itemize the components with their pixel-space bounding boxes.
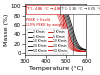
Legend: 2 K/min, 5 K/min, 10 K/min, 20 K/min, 50 K/min, 2 K/min, 5 K/min, 10 K/min, 20 K: 2 K/min, 5 K/min, 10 K/min, 20 K/min, 50… (27, 29, 68, 54)
X-axis label: Temperature (°C): Temperature (°C) (29, 66, 83, 71)
Y-axis label: Masse (%): Masse (%) (4, 14, 9, 46)
Text: T°$_1$: 486 °C → 486 °C: T°$_1$: 486 °C → 486 °C (26, 6, 69, 13)
Text: PEKK + Exolit
(20% PEKK by weight): PEKK + Exolit (20% PEKK by weight) (26, 18, 66, 27)
Text: T°$_2$: 536 °C → 605 °C: T°$_2$: 536 °C → 605 °C (60, 6, 100, 13)
